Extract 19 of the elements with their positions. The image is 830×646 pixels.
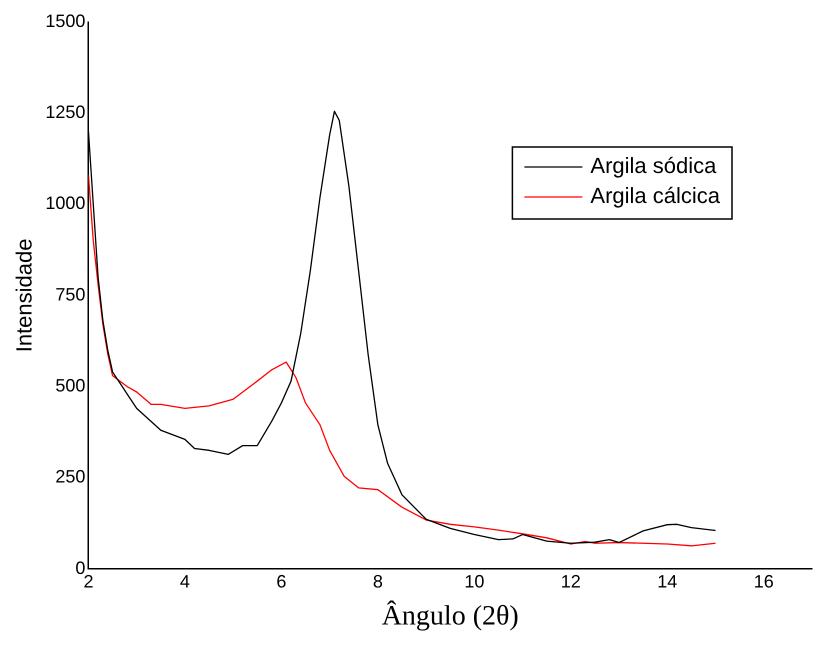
x-tick-label: 12	[560, 572, 581, 592]
x-tick-label: 8	[372, 572, 383, 592]
x-tick-label: 4	[180, 572, 190, 592]
y-tick-label: 1000	[45, 193, 86, 214]
y-tick-label: 1500	[45, 10, 86, 31]
y-tick-label: 500	[55, 376, 86, 396]
y-tick-label: 750	[55, 284, 86, 304]
y-axis-title: Intensidade	[11, 238, 36, 352]
x-tick-label: 10	[464, 572, 484, 592]
x-tick-label: 16	[754, 572, 774, 592]
x-axis-title: Ângulo (2θ)	[382, 600, 519, 632]
y-tick-label: 1250	[45, 102, 86, 122]
y-tick-label: 250	[55, 466, 86, 487]
x-tick-label: 14	[657, 572, 678, 592]
x-tick-label: 2	[83, 572, 94, 592]
legend-label: Argila cálcica	[590, 183, 721, 208]
y-tick-label: 0	[75, 558, 86, 578]
x-tick-label: 6	[276, 572, 286, 592]
legend-label: Argila sódica	[590, 153, 718, 178]
